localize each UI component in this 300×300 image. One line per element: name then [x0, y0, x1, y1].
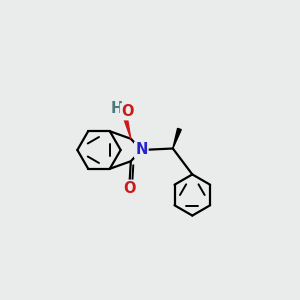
Text: O: O	[123, 181, 136, 196]
Polygon shape	[123, 115, 131, 139]
Polygon shape	[173, 128, 181, 148]
Text: O: O	[121, 104, 134, 119]
Text: N: N	[135, 142, 148, 158]
Text: H: H	[110, 101, 123, 116]
